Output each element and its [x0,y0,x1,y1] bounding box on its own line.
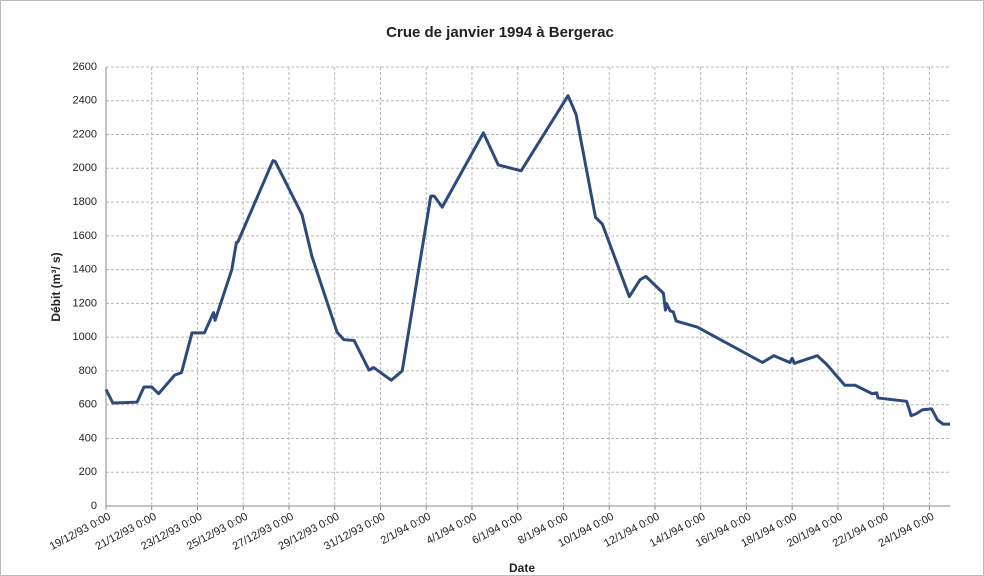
y-tick-label: 800 [79,365,97,377]
y-tick-label: 1600 [73,230,97,242]
y-tick-label: 2200 [73,128,97,140]
y-tick-label: 400 [79,432,97,444]
y-tick-label: 1000 [73,331,97,343]
data-line [104,94,950,426]
y-tick-label: 200 [79,466,97,478]
y-tick-label: 0 [91,500,97,512]
y-tick-label: 2400 [73,95,97,107]
x-axis-label: Date [509,561,535,575]
y-tick-label: 1800 [73,196,97,208]
y-tick-label: 600 [79,399,97,411]
y-tick-label: 2600 [73,61,97,73]
y-tick-label: 1400 [73,264,97,276]
y-tick-label: 2000 [73,162,97,174]
y-axis-label: Débit (m³/ s) [49,252,63,321]
chart-title: Crue de janvier 1994 à Bergerac [386,24,614,41]
y-tick-label: 1200 [73,297,97,309]
